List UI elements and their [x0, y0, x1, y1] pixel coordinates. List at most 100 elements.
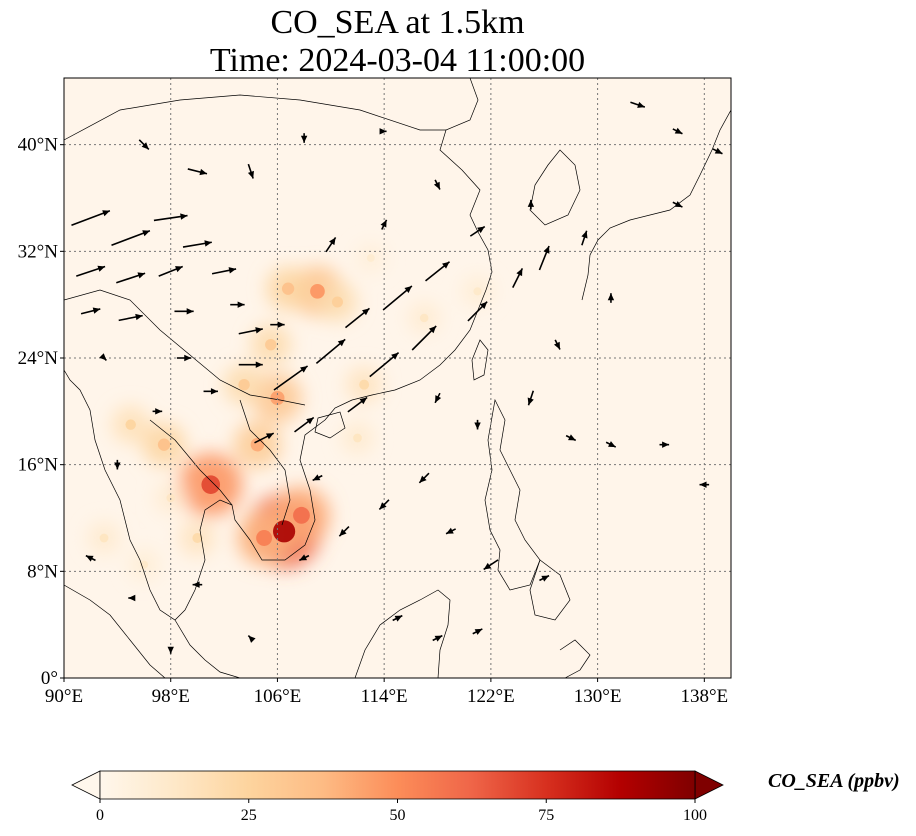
coast-hainan — [314, 411, 346, 439]
coast-borneo — [354, 589, 451, 678]
wind-arrow — [672, 127, 683, 135]
coast-malay — [174, 619, 241, 678]
colorbar-tick-label: 100 — [683, 807, 707, 824]
co-hotspot — [331, 296, 343, 308]
wind-arrow — [659, 441, 670, 448]
wind-arrow — [80, 307, 101, 315]
wind-arrow — [433, 179, 441, 190]
wind-arrow — [174, 308, 194, 315]
plot-frame — [63, 77, 732, 679]
co-hotspot — [366, 254, 375, 262]
longitude-tick-label: 122°E — [467, 686, 515, 707]
wind-arrow — [152, 408, 163, 415]
plot-background — [64, 78, 731, 678]
wind-arrow — [672, 201, 683, 208]
coast-sulawesi — [559, 639, 591, 678]
longitude-tick-label: 138°E — [680, 686, 728, 707]
wind-arrow — [539, 574, 550, 582]
longitude-tick-label: 114°E — [361, 686, 408, 707]
chart-title-line2: Time: 2024-03-04 11:00:00 — [209, 42, 586, 79]
wind-arrow — [344, 307, 370, 329]
coast-china-east — [324, 78, 493, 421]
longitude-ticks: 90°E 98°E 106°E 114°E 122°E 130°E 138°E — [45, 678, 728, 707]
longitude-tick-label: 106°E — [254, 686, 302, 707]
wind-arrow — [434, 392, 442, 404]
wind-arrow — [712, 147, 723, 155]
coast-taiwan — [471, 339, 489, 381]
co-hotspot — [310, 284, 325, 299]
wind-arrow — [472, 628, 483, 635]
wind-arrow — [176, 354, 192, 362]
wind-arrow — [192, 581, 203, 588]
wind-arrow — [378, 499, 390, 511]
wind-arrow — [425, 261, 451, 282]
wind-arrow — [298, 554, 310, 562]
wind-arrow — [270, 321, 285, 328]
wind-arrow — [581, 230, 588, 246]
wind-arrow — [247, 163, 254, 179]
co-hotspot — [201, 475, 221, 494]
wind-arrow — [312, 474, 323, 482]
border-mongolia — [64, 94, 446, 141]
coast-mindanao — [529, 559, 571, 621]
co-hotspot — [99, 533, 109, 543]
co-hotspot — [281, 282, 295, 295]
wind-arrow — [467, 301, 488, 322]
wind-arrow — [315, 338, 346, 364]
wind-arrow — [553, 339, 561, 350]
co-hotspot — [192, 533, 203, 543]
wind-arrow — [85, 554, 96, 562]
wind-arrow — [411, 325, 437, 351]
colorbar-high-extension — [694, 770, 724, 800]
wind-arrow — [294, 416, 315, 433]
wind-arrow — [182, 240, 212, 248]
wind-arrow — [111, 230, 151, 246]
wind-arrow — [211, 267, 237, 275]
coast-luzon — [484, 398, 541, 591]
wind-arrow — [138, 139, 150, 151]
wind-arrow — [167, 646, 174, 654]
colorbar-tick-label: 75 — [538, 807, 554, 824]
wind-arrow — [300, 133, 308, 143]
wind-arrow — [71, 210, 111, 226]
chart-title-line1: CO_SEA at 1.5km — [270, 4, 525, 41]
wind-arrow — [474, 419, 481, 430]
wind-arrow — [114, 459, 121, 470]
co-hotspot — [353, 433, 362, 443]
wind-arrow — [369, 352, 400, 378]
latitude-tick-label: 0° — [41, 668, 58, 689]
border-china-inner — [64, 289, 306, 406]
wind-arrow — [238, 327, 263, 335]
wind-arrow — [379, 128, 387, 135]
longitude-tick-label: 98°E — [152, 686, 190, 707]
wind-arrow — [325, 237, 337, 253]
wind-arrow — [203, 388, 218, 395]
latitude-ticks: 0° 8°N 16°N 24°N 32°N 40°N — [18, 135, 64, 689]
wind-arrow — [527, 199, 535, 210]
colorbar-tick-label: 0 — [96, 807, 104, 824]
wind-vectors — [71, 101, 723, 654]
wind-arrow — [153, 213, 188, 222]
colorbar-low-extension — [71, 770, 101, 800]
wind-arrow — [512, 268, 524, 288]
latitude-tick-label: 32°N — [18, 241, 59, 262]
coast-sumatra — [64, 584, 166, 678]
wind-arrow — [116, 272, 146, 284]
wind-arrow — [158, 265, 184, 277]
wind-arrow — [699, 481, 710, 488]
wind-arrow — [445, 527, 457, 535]
wind-arrow — [527, 390, 535, 406]
wind-arrow — [273, 365, 309, 391]
latitude-tick-label: 40°N — [18, 135, 59, 156]
wind-arrow — [469, 225, 486, 237]
wind-arrow — [76, 265, 106, 277]
wind-arrow — [392, 614, 403, 622]
coast-japan — [581, 109, 731, 301]
wind-arrow — [630, 101, 646, 108]
wind-arrow — [99, 353, 107, 361]
gridlines — [64, 78, 731, 678]
co-hotspot — [419, 313, 429, 323]
latitude-tick-label: 16°N — [18, 455, 59, 476]
wind-arrow — [338, 525, 350, 537]
